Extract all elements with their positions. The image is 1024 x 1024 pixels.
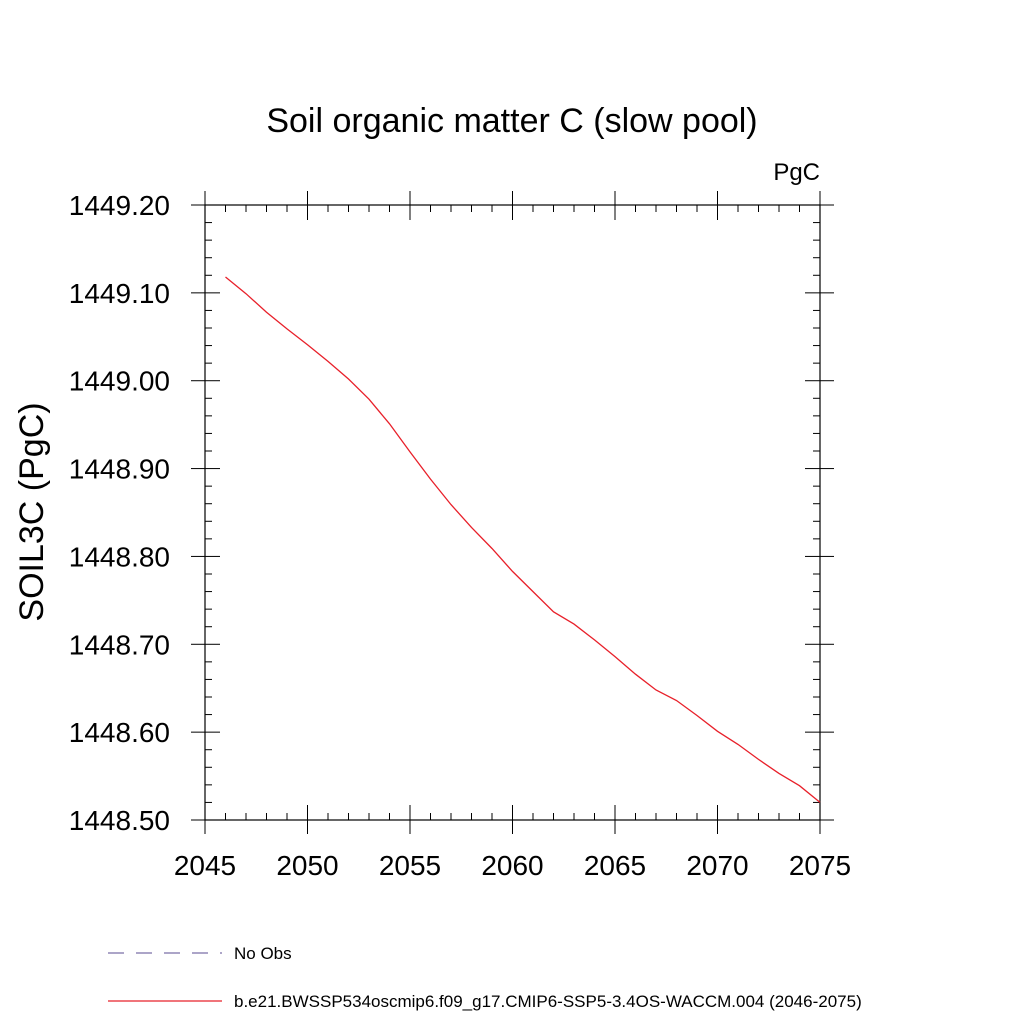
y-tick-label: 1448.80 xyxy=(69,541,170,572)
x-tick-label: 2060 xyxy=(481,850,543,881)
axis-ticks xyxy=(191,191,834,834)
series-line xyxy=(225,276,821,803)
y-tick-label: 1448.70 xyxy=(69,629,170,660)
legend: No Obs b.e21.BWSSP534oscmip6.f09_g17.CMIP… xyxy=(108,944,862,1011)
x-tick-label: 2045 xyxy=(174,850,236,881)
y-axis-label: SOIL3C (PgC) xyxy=(13,402,51,621)
y-tick-label: 1448.60 xyxy=(69,717,170,748)
x-tick-labels: 2045 2050 2055 2060 2065 2070 2075 xyxy=(174,850,851,881)
y-tick-label: 1448.50 xyxy=(69,805,170,836)
x-tick-label: 2075 xyxy=(789,850,851,881)
y-tick-labels: 1448.50 1448.60 1448.70 1448.80 1448.90 1449.… xyxy=(69,190,170,836)
y-tick-label: 1448.90 xyxy=(69,454,170,485)
chart-title: Soil organic matter C (slow pool) xyxy=(266,102,757,140)
plot-frame xyxy=(204,204,821,821)
x-tick-label: 2070 xyxy=(686,850,748,881)
series-lines xyxy=(225,276,821,803)
x-tick-label: 2050 xyxy=(276,850,338,881)
units-label: PgC xyxy=(773,159,820,186)
x-tick-label: 2065 xyxy=(584,850,646,881)
legend-label: b.e21.BWSSP534oscmip6.f09_g17.CMIP6-SSP5… xyxy=(234,992,862,1011)
legend-label: No Obs xyxy=(234,944,292,963)
y-tick-label: 1449.10 xyxy=(69,278,170,309)
y-tick-label: 1449.00 xyxy=(69,366,170,397)
y-tick-label: 1449.20 xyxy=(69,190,170,221)
x-tick-label: 2055 xyxy=(379,850,441,881)
